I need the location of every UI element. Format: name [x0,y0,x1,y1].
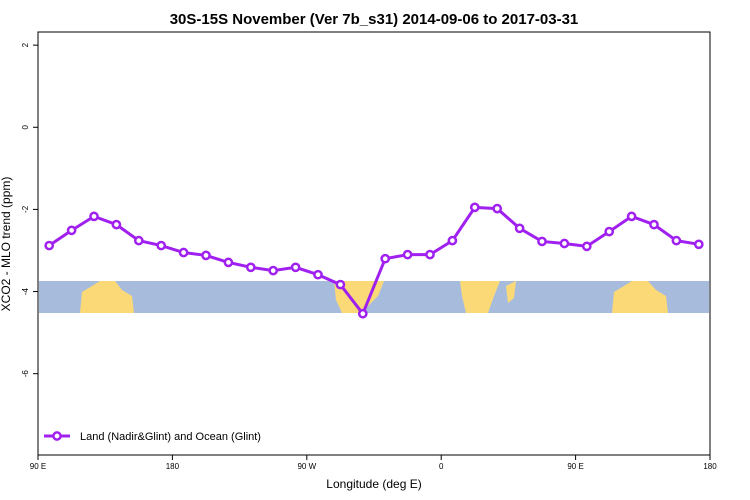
land [80,281,134,313]
chart-title: 30S-15S November (Ver 7b_s31) 2014-09-06… [170,11,579,28]
data-point [66,225,77,236]
data-point [626,211,637,222]
y-axis-label: XCO2 - MLO trend (ppm) [0,177,13,312]
data-point [514,223,525,234]
data-point [156,240,167,251]
y-tick-label: -6 [21,370,30,378]
data-point [671,235,682,246]
data-point [537,236,547,247]
data-point [559,238,570,249]
data-point [111,219,122,230]
data-point [649,219,659,230]
data-point [268,265,279,276]
data-point [313,269,323,280]
data-point [223,257,234,268]
x-tick-label: 180 [166,462,180,471]
data-point [178,247,189,258]
data-point [425,249,435,260]
data-point [290,262,301,273]
data-point [402,249,413,260]
y-tick-label: 0 [21,125,30,130]
land [460,281,500,313]
y-tick-label: -4 [21,287,30,295]
data-point [133,235,144,246]
land [612,281,668,313]
land [506,281,516,303]
data-point [604,226,615,237]
legend-marker [52,431,62,441]
x-axis-label: Longitude (deg E) [326,477,421,491]
x-tick-label: 180 [703,462,717,471]
data-point [469,202,480,213]
data-point [245,262,256,273]
x-tick-label: 90 E [567,462,583,471]
data-point [335,279,346,290]
data-point [380,253,391,264]
x-tick-label: 0 [439,462,444,471]
y-tick-label: 2 [21,42,30,47]
y-tick-label: -2 [21,205,30,213]
x-tick-label: 90 W [297,462,316,471]
x-tick-label: 90 E [30,462,46,471]
data-point [201,250,211,261]
data-point [89,211,99,222]
data-point [44,240,55,251]
legend-label: Land (Nadir&Glint) and Ocean (Glint) [80,431,261,443]
data-point [447,235,458,246]
plot-frame [37,31,711,456]
data-point [581,241,592,252]
data-point [693,239,704,250]
data-point [357,308,368,319]
data-point [492,203,503,214]
